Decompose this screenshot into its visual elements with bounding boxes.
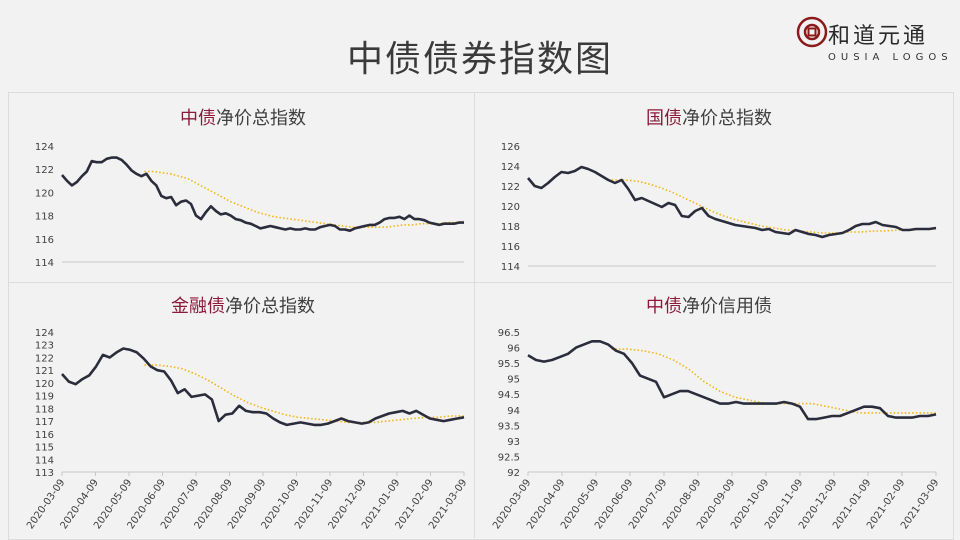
y-tick-label: 95 bbox=[507, 375, 520, 386]
y-tick-label: 120 bbox=[35, 379, 54, 390]
chart-treasury-net-price: 126 124 122 120 118 116 114 bbox=[501, 142, 937, 273]
y-tick-label: 114 bbox=[35, 258, 54, 269]
series-index-line bbox=[527, 165, 937, 239]
y-tick-label: 94 bbox=[507, 406, 520, 417]
chart-title-1-rest: 净价总指数 bbox=[216, 108, 306, 129]
series-average-line bbox=[144, 364, 464, 424]
y-tick-label: 126 bbox=[501, 142, 520, 153]
y-tick-label: 93.5 bbox=[498, 421, 520, 432]
series-index-line bbox=[61, 156, 464, 232]
y-tick-label: 96 bbox=[507, 344, 520, 355]
logo-subtitle: OUSIA LOGOS bbox=[828, 52, 953, 63]
chart-china-bond-net-price: 124 122 120 118 116 114 bbox=[35, 142, 465, 269]
y-tick-label: 116 bbox=[501, 242, 520, 253]
y-tick-label: 93 bbox=[507, 437, 520, 448]
chart-credit-bond-net-price: 96.59695.59594.59493.59392.5922020-03-09… bbox=[491, 328, 941, 531]
y-tick-label: 119 bbox=[35, 392, 54, 403]
y-tick-label: 122 bbox=[35, 165, 54, 176]
y-tick-label: 118 bbox=[501, 222, 520, 233]
series-average-line bbox=[611, 179, 936, 234]
y-tick-label: 120 bbox=[35, 188, 54, 199]
y-tick-label: 92 bbox=[507, 468, 520, 479]
y-tick-label: 96.5 bbox=[498, 328, 520, 339]
y-tick-label: 124 bbox=[501, 162, 520, 173]
horizontal-divider bbox=[8, 282, 952, 283]
chart-title-3-rest: 净价总指数 bbox=[225, 296, 315, 317]
chart-title-1: 中债净价总指数 bbox=[8, 104, 478, 130]
y-tick-label: 122 bbox=[35, 353, 54, 364]
series-index-line bbox=[61, 347, 465, 427]
y-tick-label: 122 bbox=[501, 182, 520, 193]
chart-title-2-accent: 国债 bbox=[646, 108, 682, 129]
chart-title-3: 金融债净价总指数 bbox=[8, 292, 478, 318]
logo-text: 和道元通 bbox=[828, 24, 929, 49]
y-tick-label: 116 bbox=[35, 235, 54, 246]
page-title: 中债债券指数图 bbox=[346, 39, 613, 80]
logo-emblem-icon bbox=[796, 16, 828, 48]
y-tick-label: 118 bbox=[35, 212, 54, 223]
y-tick-label: 114 bbox=[35, 455, 54, 466]
y-tick-label: 92.5 bbox=[498, 452, 520, 463]
vertical-divider bbox=[474, 92, 475, 538]
y-tick-label: 123 bbox=[35, 341, 54, 352]
y-tick-label: 95.5 bbox=[498, 359, 520, 370]
y-tick-label: 120 bbox=[501, 202, 520, 213]
y-tick-label: 116 bbox=[35, 430, 54, 441]
series-index-line bbox=[527, 339, 937, 421]
y-tick-label: 117 bbox=[35, 417, 54, 428]
chart-title-4-accent: 中债 bbox=[646, 296, 682, 317]
chart-title-2-rest: 净价总指数 bbox=[682, 108, 772, 129]
chart-title-4-rest: 净价信用债 bbox=[682, 296, 772, 317]
chart-title-2: 国债净价总指数 bbox=[474, 104, 944, 130]
y-tick-label: 113 bbox=[35, 468, 54, 479]
y-tick-label: 115 bbox=[35, 443, 54, 454]
y-tick-label: 124 bbox=[35, 142, 54, 153]
y-tick-label: 118 bbox=[35, 404, 54, 415]
y-tick-label: 94.5 bbox=[498, 390, 520, 401]
chart-title-4: 中债净价信用债 bbox=[474, 292, 944, 318]
chart-financial-bond-net-price: 1241231221211201191181171161151141132020… bbox=[25, 328, 469, 531]
y-tick-label: 124 bbox=[35, 328, 54, 339]
chart-title-1-accent: 中债 bbox=[180, 108, 216, 129]
y-tick-label: 121 bbox=[35, 366, 54, 377]
y-tick-label: 114 bbox=[501, 262, 520, 273]
chart-title-3-accent: 金融债 bbox=[171, 296, 225, 317]
